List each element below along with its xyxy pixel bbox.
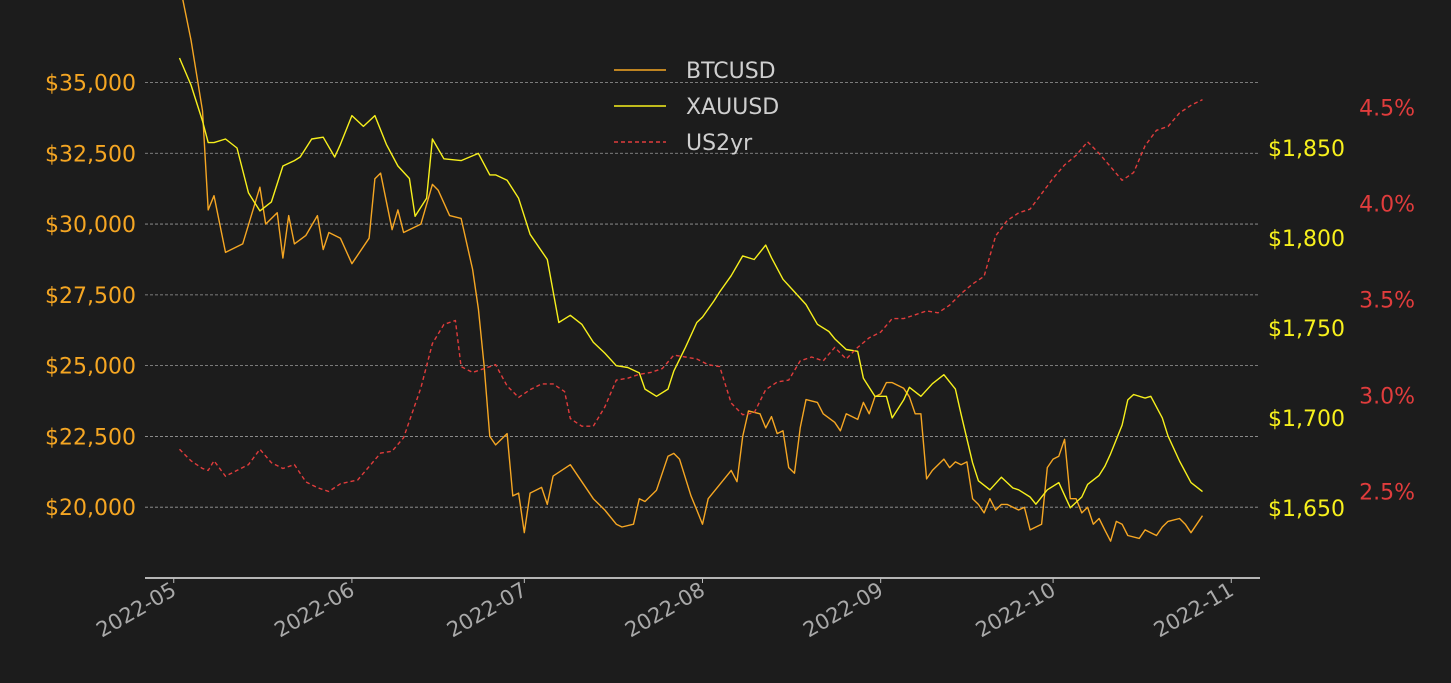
series-line-xauusd [178, 57, 1203, 509]
right1-tick-label: $1,850 [1268, 137, 1345, 162]
left-tick-label: $22,500 [45, 425, 136, 450]
series-layer [178, 0, 1204, 542]
right1-tick-label: $1,700 [1268, 407, 1345, 432]
left-tick-label: $30,000 [45, 213, 136, 238]
left-tick-label: $25,000 [45, 355, 136, 380]
left-tick-label: $35,000 [45, 71, 136, 96]
series-line-us2yr [179, 98, 1203, 493]
right2-tick-label: 4.0% [1359, 192, 1415, 217]
legend-label-xauusd: XAUUSD [686, 95, 779, 120]
right1-tick-label: $1,650 [1268, 497, 1345, 522]
right2-tick-label: 4.5% [1359, 96, 1415, 121]
right1-tick-label: $1,750 [1268, 317, 1345, 342]
left-tick-label: $20,000 [45, 496, 136, 521]
right2-tick-label: 3.0% [1359, 384, 1415, 409]
right2-tick-label: 2.5% [1359, 481, 1415, 506]
right2-tick-label: 3.5% [1359, 288, 1415, 313]
left-tick-label: $27,500 [45, 284, 136, 309]
grid-layer [145, 82, 1260, 508]
legend-label-btcusd: BTCUSD [686, 59, 776, 84]
legend: BTCUSD XAUUSD US2yr [614, 59, 779, 156]
right1-tick-label: $1,800 [1268, 227, 1345, 252]
legend-label-us2yr: US2yr [686, 131, 753, 156]
series-line-btcusd [182, 0, 1204, 542]
left-tick-label: $32,500 [45, 142, 136, 167]
